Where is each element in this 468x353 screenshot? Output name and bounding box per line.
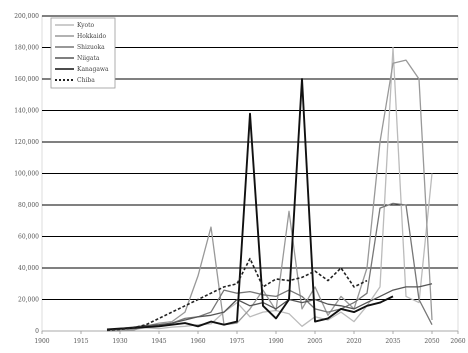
legend: Kyoto Hokkaido Shizuoka Niigata Kanagawa Chib… [50, 17, 116, 89]
x-tick-label: 2005 [307, 338, 322, 345]
y-tick-label: 180,000 [14, 45, 39, 52]
legend-label: Hokkaido [77, 33, 106, 40]
x-tick-label: 1960 [190, 338, 205, 345]
x-tick-label: 2060 [450, 338, 465, 345]
y-tick-label: 60,000 [18, 234, 39, 241]
x-tick-label: 1930 [112, 338, 127, 345]
x-tick-label: 1900 [34, 338, 49, 345]
y-tick-label: 200,000 [14, 13, 39, 20]
legend-label: Kyoto [77, 22, 95, 29]
x-tick-label: 1975 [229, 338, 244, 345]
y-tick-label: 40,000 [18, 265, 39, 272]
legend-label: Shizuoka [77, 44, 105, 51]
y-tick-label: 20,000 [18, 297, 39, 304]
legend-label: Chiba [77, 77, 95, 84]
y-tick-label: 100,000 [14, 171, 39, 178]
y-tick-label: 160,000 [14, 76, 39, 83]
x-tick-label: 2020 [346, 338, 361, 345]
series-line-niigata [106, 283, 433, 331]
x-tick-label: 1915 [73, 338, 88, 345]
x-tick-label: 2035 [385, 338, 400, 345]
legend-box [50, 17, 116, 89]
series-line-chiba [106, 257, 368, 331]
y-axis: 0 20,000 40,000 60,000 80,000 100,000 120,000 1… [14, 13, 39, 335]
series-line-hokkaido [107, 59, 433, 332]
x-tick-label: 1945 [151, 338, 166, 345]
series-line-kanagawa [106, 78, 394, 331]
series-group [106, 46, 433, 332]
x-tick-label: 1990 [268, 338, 283, 345]
y-tick-label: 120,000 [14, 139, 39, 146]
x-tick-label: 2050 [424, 338, 439, 345]
y-tick-label: 140,000 [14, 108, 39, 115]
x-axis: 1900 1915 1930 1945 1960 1975 1990 2005 2020 2035… [34, 330, 466, 345]
y-tick-label: 0 [35, 328, 39, 335]
y-tick-label: 80,000 [18, 202, 39, 209]
legend-label: Niigata [77, 55, 100, 62]
legend-label: Kanagawa [77, 66, 109, 73]
